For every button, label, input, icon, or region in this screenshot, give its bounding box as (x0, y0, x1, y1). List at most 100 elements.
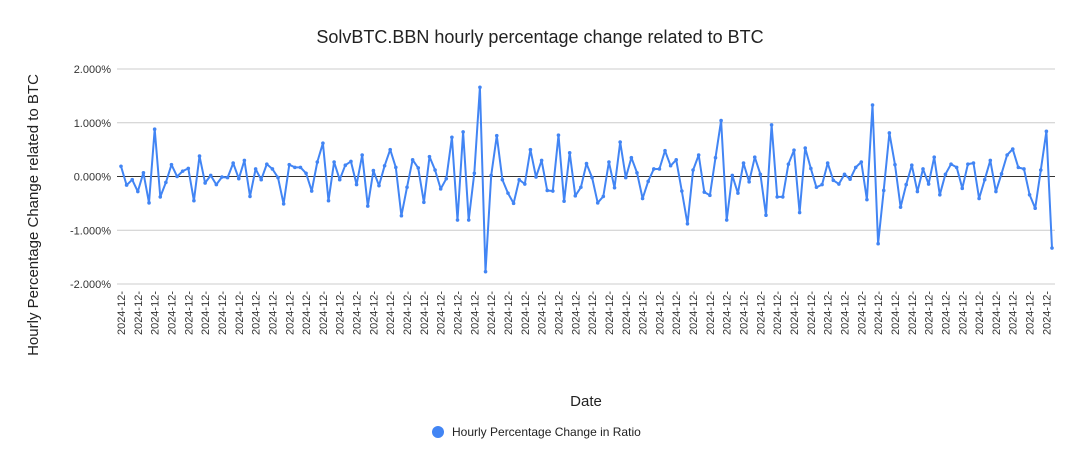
data-point (270, 167, 275, 171)
x-tick-label: 2024-12- (839, 291, 851, 335)
data-point (371, 168, 376, 173)
data-point (966, 162, 970, 166)
x-tick-label: 2024-12- (166, 291, 178, 335)
data-point (365, 204, 370, 208)
data-point (724, 218, 729, 222)
data-point (584, 161, 589, 166)
data-point (124, 183, 129, 187)
data-point (427, 154, 432, 159)
data-point (192, 198, 196, 203)
data-point (523, 182, 527, 186)
data-point (994, 189, 998, 194)
data-point (304, 171, 308, 176)
data-point (265, 162, 269, 166)
data-point (809, 166, 813, 171)
data-point (971, 161, 976, 165)
data-point (949, 162, 953, 166)
x-tick-label: 2024-12- (368, 291, 380, 335)
data-point (225, 175, 230, 180)
x-tick-label: 2024-12- (385, 291, 397, 335)
data-point (528, 147, 533, 152)
x-tick-label: 2024-12- (638, 291, 650, 335)
x-tick-label: 2024-12- (234, 291, 246, 335)
x-tick-label: 2024-12- (318, 291, 330, 335)
data-point (1038, 168, 1043, 172)
data-point (545, 188, 550, 193)
data-point (382, 163, 387, 168)
data-point (483, 269, 488, 274)
x-tick-label: 2024-12- (671, 291, 683, 335)
y-axis-title: Hourly Percentage Change related to BTC (25, 74, 42, 356)
data-point (1044, 129, 1049, 134)
data-point (349, 159, 353, 164)
data-point (691, 168, 695, 172)
data-point (853, 165, 858, 170)
data-point (259, 177, 264, 182)
data-point (685, 222, 690, 226)
data-point (943, 172, 948, 177)
data-point (186, 166, 191, 171)
data-point (831, 178, 836, 183)
data-point (921, 167, 925, 171)
x-tick-label: 2024-12- (957, 291, 969, 335)
x-tick-label: 2024-12- (537, 291, 549, 335)
x-tick-label: 2024-12- (974, 291, 986, 335)
data-point (511, 201, 516, 206)
data-point (489, 173, 493, 178)
data-point (769, 123, 774, 127)
x-tick-label: 2024-12- (301, 291, 313, 335)
data-point (607, 160, 611, 164)
x-tick-label: 2024-12- (251, 291, 263, 335)
data-point (1050, 246, 1054, 250)
x-tick-label: 2024-12- (907, 291, 919, 335)
data-point (298, 165, 303, 170)
data-point (315, 160, 320, 164)
data-point (904, 182, 908, 187)
data-point (792, 148, 796, 152)
data-point (680, 189, 684, 193)
x-tick-label: 2024-12- (940, 291, 952, 335)
x-tick-label: 2024-12- (419, 291, 431, 335)
data-point (696, 153, 701, 157)
data-point (136, 189, 140, 194)
x-tick-label: 2024-12- (267, 291, 279, 335)
data-point (231, 161, 235, 165)
data-point (478, 85, 482, 90)
x-tick-label: 2024-12- (789, 291, 801, 335)
data-point (848, 177, 852, 181)
data-point (147, 201, 151, 205)
data-point (220, 175, 224, 179)
data-point (517, 177, 521, 182)
gridlines (117, 68, 1055, 285)
x-tick-label: 2024-12- (503, 291, 515, 335)
data-point (253, 167, 258, 171)
x-tick-label: 2024-12- (335, 291, 347, 335)
data-point (954, 165, 959, 170)
y-tick-label: 2.000% (74, 64, 112, 76)
data-point (1033, 206, 1037, 211)
data-point (982, 177, 987, 182)
x-tick-label: 2024-12- (469, 291, 481, 335)
data-point (360, 153, 364, 157)
x-tick-label: 2024-12- (284, 291, 296, 335)
data-point (326, 198, 331, 203)
x-tick-label: 2024-12- (873, 291, 885, 335)
x-tick-label: 2024-12- (587, 291, 599, 335)
x-tick-label: 2024-12- (688, 291, 700, 335)
data-point (842, 172, 847, 177)
data-point (399, 213, 404, 218)
legend-label: Hourly Percentage Change in Ratio (452, 425, 641, 439)
data-point (472, 171, 477, 176)
data-point (164, 180, 168, 185)
data-point (248, 194, 252, 199)
data-point (276, 175, 280, 180)
data-point (590, 175, 594, 180)
data-point (803, 146, 808, 150)
x-tick-label: 2024-12- (806, 291, 818, 335)
data-point (354, 182, 359, 187)
data-point (332, 160, 336, 164)
data-point (416, 166, 421, 170)
data-point (556, 133, 561, 137)
data-point (203, 181, 207, 185)
